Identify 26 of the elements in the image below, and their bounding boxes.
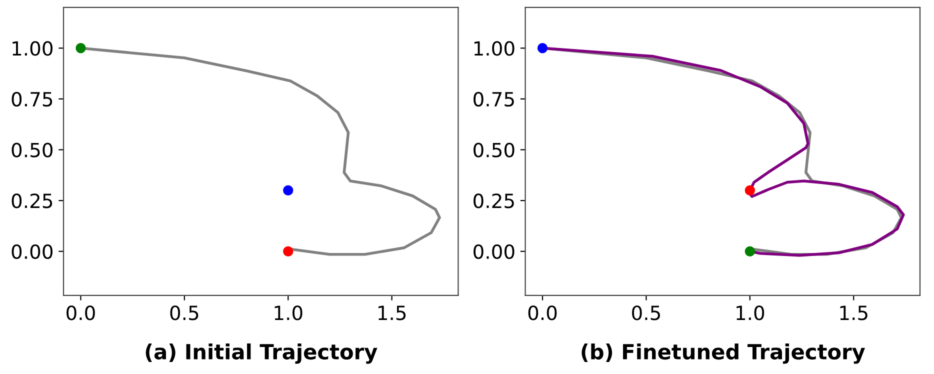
y-tick-label: 0.75	[12, 92, 52, 107]
y-tick-label: 0.25	[12, 194, 52, 208]
y-tick-label: 0.25	[474, 194, 514, 208]
point	[744, 185, 756, 196]
x-tick-label: 0.5	[632, 306, 660, 320]
y-tick-label: 1.00	[474, 41, 514, 56]
point	[283, 185, 294, 196]
point	[76, 43, 86, 54]
x-tick-label: 0.0	[528, 306, 557, 320]
y-tick-label: 1.00	[12, 41, 52, 56]
x-tick-label: 1.5	[378, 306, 406, 320]
point	[744, 246, 756, 256]
x-tick-label: 0.0	[66, 306, 95, 320]
x-tick-label: 0.5	[170, 306, 198, 320]
x-tick-label: 1.0	[736, 306, 764, 320]
x-axis-title: (b) Finetuned Trajectory	[582, 343, 865, 364]
y-tick-label: 0.50	[474, 142, 514, 158]
y-tick-label: 0.75	[474, 92, 514, 107]
y-tick-label: 0.00	[474, 244, 514, 260]
x-axis-title: (a) Initial Trajectory	[146, 343, 378, 364]
point	[537, 43, 548, 54]
point	[283, 246, 294, 256]
x-tick-label: 1.0	[274, 306, 302, 320]
x-tick-label: 1.5	[840, 306, 868, 320]
y-tick-label: 0.50	[12, 142, 52, 158]
y-tick-label: 0.00	[12, 244, 52, 260]
